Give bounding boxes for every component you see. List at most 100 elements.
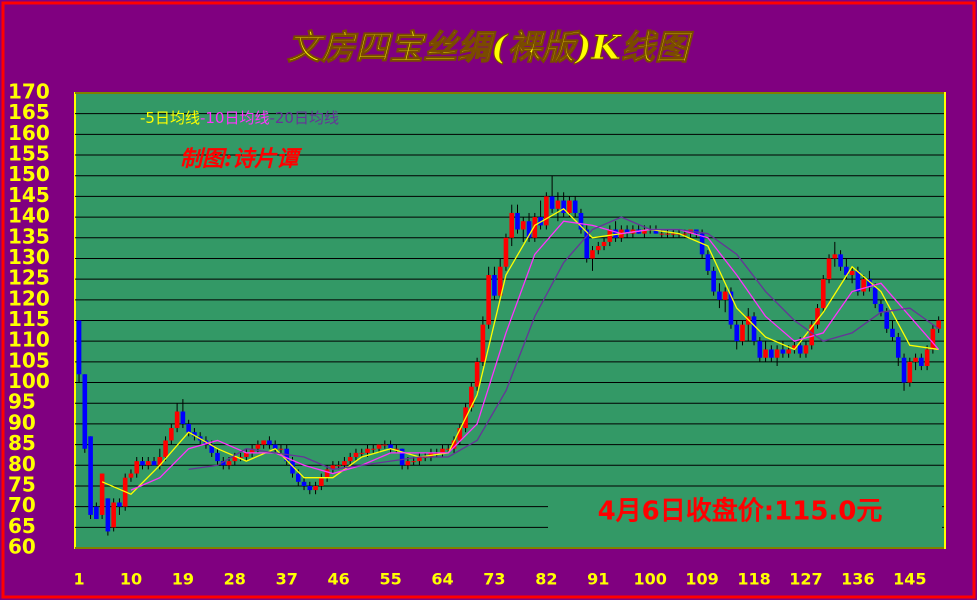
candle-body [572,200,578,213]
y-tick-label: 105 [8,348,50,372]
candle-body [924,349,930,366]
candle-body [261,440,266,445]
candle-body [763,349,768,358]
candle-body [642,229,647,234]
candle-body [76,320,82,375]
candle-body [820,279,826,309]
candle-body [555,200,561,209]
x-tick-label: 127 [789,570,822,589]
candle-body [94,506,99,520]
candle-body [832,254,838,259]
candle-body [601,241,607,247]
candle-body [474,361,480,387]
candle-body [515,212,520,230]
y-tick-label: 160 [8,121,50,145]
y-tick-label: 130 [8,245,50,269]
moving-average-line [130,220,940,491]
candle-body [394,448,399,450]
y-tick-label: 115 [8,307,50,331]
candle-body [682,233,688,235]
x-tick-label: 64 [431,570,453,589]
candle-body [740,324,745,342]
moving-average-line [101,208,939,495]
candle-body [157,457,163,466]
x-tick-label: 136 [841,570,874,589]
candle-body [192,432,197,437]
candle-body [930,328,936,350]
candle-body [376,444,382,449]
candle-body [399,448,405,466]
candle-body [774,349,780,358]
moving-average-line [188,216,940,471]
candle-body [670,233,676,235]
y-tick-label: 155 [8,142,50,166]
candle-body [440,448,445,453]
x-tick-label: 145 [893,570,926,589]
candle-body [359,452,365,454]
candle-body [174,411,180,429]
candle-body [936,320,941,329]
candle-body [486,275,491,325]
candle-body [722,291,728,300]
candle-body [861,279,866,292]
y-tick-label: 165 [8,100,50,124]
x-tick-label: 109 [685,570,718,589]
legend-entry: -5日均线 [140,109,200,127]
candle-body [578,212,584,230]
candle-body [249,448,255,453]
candle-body [549,196,555,209]
candle-body [267,440,272,445]
y-tick-label: 125 [8,266,50,290]
x-tick-label: 91 [587,570,609,589]
candle-body [895,337,901,358]
candle-body [278,448,284,450]
candle-body [272,444,278,449]
candle-body [751,316,757,342]
candle-body [803,345,809,354]
candle-body [538,217,543,226]
x-tick-label: 46 [328,570,350,589]
annotation: 4月6日收盘价:115.0元 [598,496,883,527]
candle-body [388,444,393,449]
y-tick-label: 75 [8,472,36,496]
candle-body [365,448,370,453]
candle-body [342,461,347,466]
candle-body [215,452,220,462]
candle-body [336,465,341,467]
candle-body [913,357,918,362]
candle-body [324,469,330,478]
candle-body [370,448,376,450]
candle-body [151,461,157,466]
x-tick-label: 73 [483,570,505,589]
candle-body [653,229,659,234]
candle-body [844,266,849,275]
credit: 制图:诗片谭 [180,146,303,172]
x-tick-label: 10 [120,570,142,589]
candle-body [180,411,186,424]
candle-body [728,291,734,325]
legend-entry: -20日均线 [269,109,339,127]
candle-body [128,473,134,478]
candle-body [295,473,301,482]
candle-body [878,303,884,313]
candle-body [186,423,191,433]
candle-body [734,324,740,342]
candle-body [526,221,532,238]
y-tick-label: 80 [8,452,36,476]
candle-body [757,341,763,358]
candle-body [826,258,832,280]
candle-body [238,457,243,458]
candle-body [255,444,261,449]
candle-body [290,461,295,474]
candle-body [145,461,151,466]
candle-body [717,291,722,300]
legend-entry: -10日均线 [200,109,270,127]
candle-body [809,324,815,346]
candle-body [901,357,907,383]
chart-title: 文房四宝丝绸(裸版)K线图 [287,28,694,68]
candle-body [590,250,595,259]
candle-body [855,270,861,292]
candle-body [232,457,238,462]
candle-body [111,502,116,528]
